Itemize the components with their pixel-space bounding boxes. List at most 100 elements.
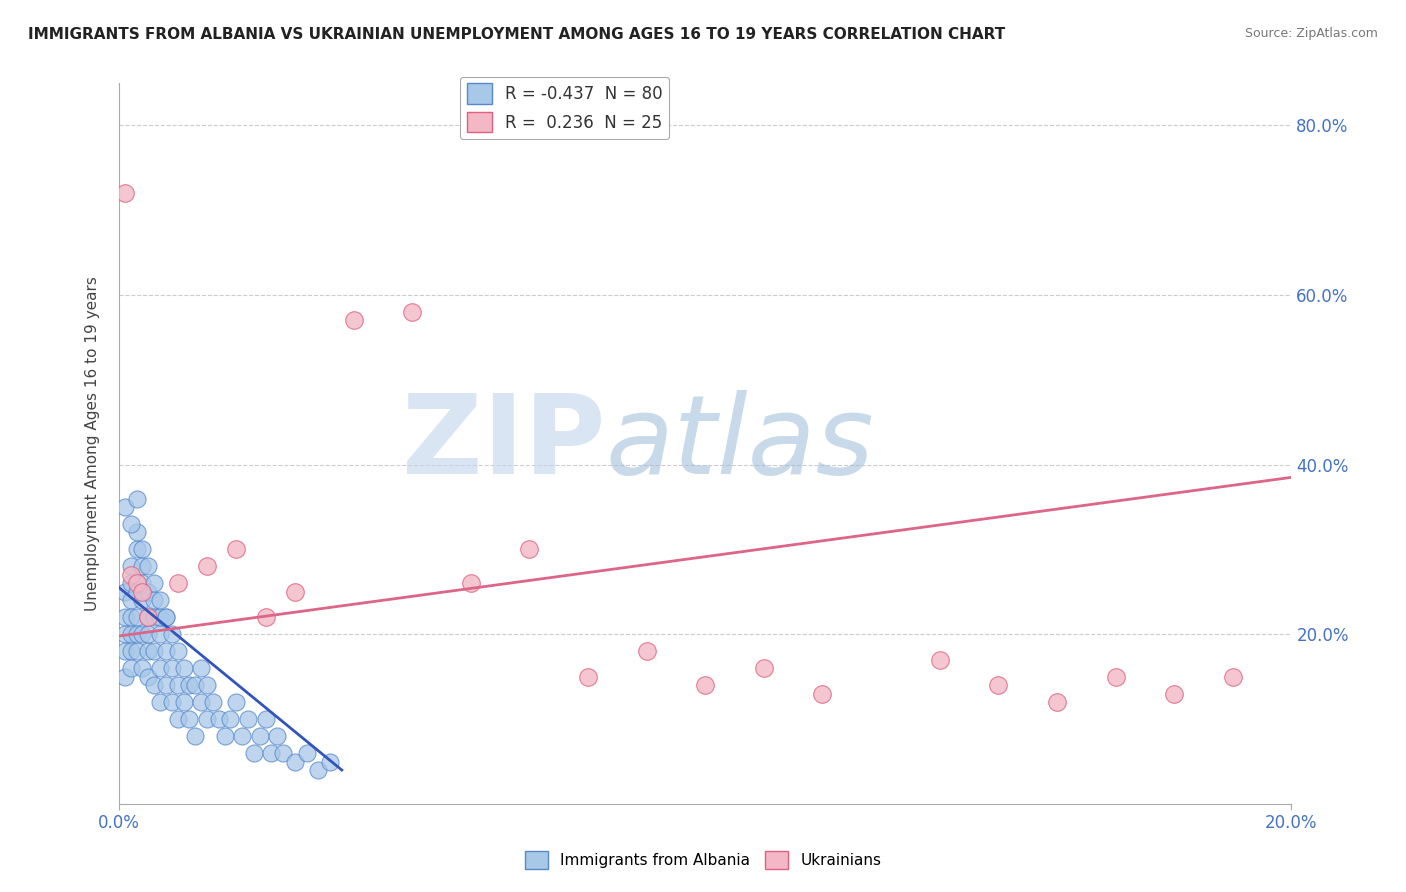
Text: Source: ZipAtlas.com: Source: ZipAtlas.com	[1244, 27, 1378, 40]
Point	[1163, 687, 1185, 701]
Point	[201, 695, 224, 709]
Point	[138, 585, 160, 599]
Point	[125, 644, 148, 658]
Point	[143, 593, 166, 607]
Point	[225, 542, 247, 557]
Point	[138, 610, 160, 624]
Point	[120, 593, 142, 607]
Point	[120, 568, 142, 582]
Point	[254, 610, 277, 624]
Point	[195, 678, 218, 692]
Point	[155, 644, 177, 658]
Point	[120, 661, 142, 675]
Point	[125, 525, 148, 540]
Point	[114, 670, 136, 684]
Point	[131, 627, 153, 641]
Point	[1222, 670, 1244, 684]
Point	[236, 712, 259, 726]
Point	[166, 678, 188, 692]
Point	[695, 678, 717, 692]
Point	[155, 610, 177, 624]
Point	[155, 678, 177, 692]
Point	[214, 729, 236, 743]
Point	[190, 661, 212, 675]
Point	[319, 755, 342, 769]
Point	[125, 610, 148, 624]
Point	[752, 661, 775, 675]
Point	[114, 186, 136, 201]
Point	[143, 678, 166, 692]
Point	[125, 491, 148, 506]
Point	[149, 661, 172, 675]
Point	[160, 661, 183, 675]
Legend: R = -0.437  N = 80, R =  0.236  N = 25: R = -0.437 N = 80, R = 0.236 N = 25	[460, 77, 669, 139]
Point	[219, 712, 242, 726]
Point	[179, 712, 201, 726]
Text: ZIP: ZIP	[402, 390, 606, 497]
Point	[254, 712, 277, 726]
Point	[636, 644, 658, 658]
Point	[114, 627, 136, 641]
Point	[131, 542, 153, 557]
Point	[131, 559, 153, 574]
Point	[401, 305, 423, 319]
Point	[143, 576, 166, 591]
Point	[307, 763, 329, 777]
Point	[114, 644, 136, 658]
Point	[114, 585, 136, 599]
Point	[149, 627, 172, 641]
Point	[138, 627, 160, 641]
Point	[260, 746, 283, 760]
Point	[811, 687, 834, 701]
Point	[138, 610, 160, 624]
Point	[125, 576, 148, 591]
Point	[190, 695, 212, 709]
Point	[166, 712, 188, 726]
Y-axis label: Unemployment Among Ages 16 to 19 years: Unemployment Among Ages 16 to 19 years	[86, 276, 100, 611]
Point	[120, 644, 142, 658]
Point	[243, 746, 266, 760]
Point	[120, 559, 142, 574]
Point	[166, 576, 188, 591]
Point	[184, 678, 207, 692]
Text: IMMIGRANTS FROM ALBANIA VS UKRAINIAN UNEMPLOYMENT AMONG AGES 16 TO 19 YEARS CORR: IMMIGRANTS FROM ALBANIA VS UKRAINIAN UNE…	[28, 27, 1005, 42]
Point	[1046, 695, 1069, 709]
Point	[284, 755, 307, 769]
Point	[160, 627, 183, 641]
Point	[266, 729, 288, 743]
Point	[125, 542, 148, 557]
Point	[928, 653, 950, 667]
Point	[195, 712, 218, 726]
Point	[131, 576, 153, 591]
Point	[149, 695, 172, 709]
Point	[138, 644, 160, 658]
Point	[208, 712, 231, 726]
Point	[284, 585, 307, 599]
Point	[120, 627, 142, 641]
Legend: Immigrants from Albania, Ukrainians: Immigrants from Albania, Ukrainians	[519, 845, 887, 875]
Point	[131, 593, 153, 607]
Point	[138, 559, 160, 574]
Point	[342, 313, 364, 327]
Point	[295, 746, 318, 760]
Point	[195, 559, 218, 574]
Point	[120, 516, 142, 531]
Point	[143, 610, 166, 624]
Point	[460, 576, 482, 591]
Point	[576, 670, 599, 684]
Point	[173, 695, 195, 709]
Point	[120, 576, 142, 591]
Point	[987, 678, 1010, 692]
Point	[160, 695, 183, 709]
Text: atlas: atlas	[606, 390, 875, 497]
Point	[131, 585, 153, 599]
Point	[179, 678, 201, 692]
Point	[149, 593, 172, 607]
Point	[149, 610, 172, 624]
Point	[184, 729, 207, 743]
Point	[138, 670, 160, 684]
Point	[231, 729, 253, 743]
Point	[114, 610, 136, 624]
Point	[225, 695, 247, 709]
Point	[125, 585, 148, 599]
